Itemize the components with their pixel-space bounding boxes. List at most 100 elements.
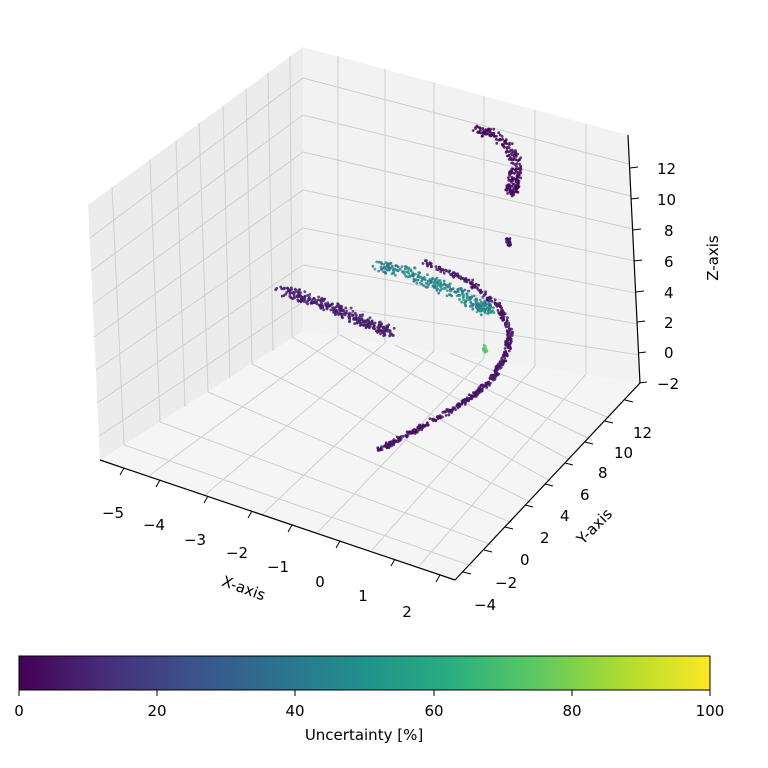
scatter-point: [391, 333, 394, 337]
scatter-point: [459, 275, 463, 279]
scatter-point: [514, 158, 518, 162]
scatter-point: [394, 268, 398, 272]
scatter-point: [489, 131, 493, 135]
x-tick-mark: [247, 510, 253, 519]
scatter-point: [354, 311, 357, 315]
scatter-point: [464, 401, 468, 404]
scatter-point: [516, 182, 520, 186]
scatter-point: [377, 325, 381, 328]
colorbar: 0 20 40 60 80 100 Uncertainty [%]: [14, 655, 724, 744]
scatter-point: [510, 340, 513, 343]
scatter-point: [314, 299, 318, 302]
scatter-point: [512, 156, 516, 160]
scatter-point: [516, 175, 520, 179]
scatter-point: [373, 321, 377, 325]
scatter-point: [398, 267, 402, 271]
scatter-point: [417, 428, 421, 432]
scatter-point: [384, 445, 388, 449]
scatter-point: [433, 282, 436, 286]
scatter-point: [437, 416, 441, 420]
scatter-point: [512, 193, 515, 197]
z-tick-label: 2: [664, 314, 674, 332]
scatter-point: [387, 323, 391, 327]
scatter-point: [325, 306, 329, 310]
scatter-point: [390, 444, 393, 448]
scatter-point: [451, 287, 455, 290]
scatter-point: [474, 394, 478, 398]
scatter-point: [367, 326, 371, 330]
scatter-point: [423, 276, 426, 279]
scatter-point: [456, 404, 459, 408]
scatter-point: [369, 321, 373, 325]
z-tick-mark: [633, 259, 643, 262]
scatter-point: [489, 133, 493, 137]
scatter-point: [505, 184, 509, 188]
scatter-point: [412, 428, 416, 432]
scatter-point: [394, 273, 397, 277]
scatter-point: [406, 270, 410, 273]
scatter-point: [376, 331, 379, 334]
scatter-point: [414, 278, 418, 281]
z-tick-mark: [635, 290, 645, 293]
x-tick-mark: [155, 479, 161, 488]
scatter-point: [468, 397, 472, 401]
scatter-point: [376, 446, 380, 450]
scatter-point: [478, 298, 482, 302]
scatter-point: [418, 281, 422, 285]
scatter-point: [506, 333, 509, 337]
scatter-point: [335, 309, 338, 313]
scatter-point: [439, 267, 442, 271]
scatter-point: [455, 294, 459, 298]
scatter-point: [507, 325, 510, 329]
scatter-point: [308, 293, 312, 296]
scatter-point: [448, 293, 452, 297]
x-tick-mark: [119, 467, 125, 476]
x-tick-mark: [287, 524, 293, 533]
scatter-point: [495, 364, 499, 368]
z-tick-label: 6: [664, 253, 674, 271]
scatter-point: [456, 289, 460, 293]
scatter-point: [379, 447, 383, 450]
scatter-point: [390, 264, 394, 268]
scatter-point: [426, 279, 430, 283]
z-tick-mark: [638, 381, 648, 384]
cluster-top-arc: [471, 124, 523, 198]
scatter-point: [441, 268, 445, 272]
scatter-point: [404, 434, 408, 438]
z-axis-title: Z-axis: [704, 235, 722, 281]
scatter-point: [476, 390, 479, 394]
scatter-point: [416, 275, 420, 279]
scatter-point: [429, 265, 433, 269]
scatter-point: [383, 271, 387, 275]
scatter-point: [498, 313, 502, 316]
scatter-point: [316, 298, 320, 302]
scatter-point: [429, 262, 433, 265]
scatter-point: [326, 301, 330, 305]
scatter-point: [507, 349, 511, 353]
scatter-point: [362, 323, 365, 327]
scatter-point: [469, 282, 473, 286]
scatter-point: [512, 182, 515, 186]
y-tick-mark: [564, 462, 574, 466]
y-tick-label: 2: [540, 529, 550, 547]
scatter-point: [382, 266, 386, 270]
scatter-point: [502, 361, 505, 364]
scatter-point: [297, 294, 301, 297]
scatter-point: [332, 310, 336, 313]
scatter-point: [412, 279, 416, 283]
scatter-point: [491, 378, 495, 382]
scatter-point: [502, 311, 505, 315]
scatter-point: [379, 328, 382, 332]
scatter-point: [507, 176, 510, 180]
scatter-point: [466, 296, 469, 299]
scatter-point: [426, 273, 429, 277]
scatter-point: [481, 305, 485, 308]
scatter-point: [510, 167, 514, 171]
scatter-point: [509, 192, 513, 196]
scatter-point: [445, 289, 449, 292]
y-tick-label: 0: [520, 551, 530, 569]
scatter-point: [479, 313, 483, 317]
scatter-point: [365, 324, 368, 328]
scatter-point: [489, 374, 493, 378]
scatter-point: [479, 129, 482, 132]
